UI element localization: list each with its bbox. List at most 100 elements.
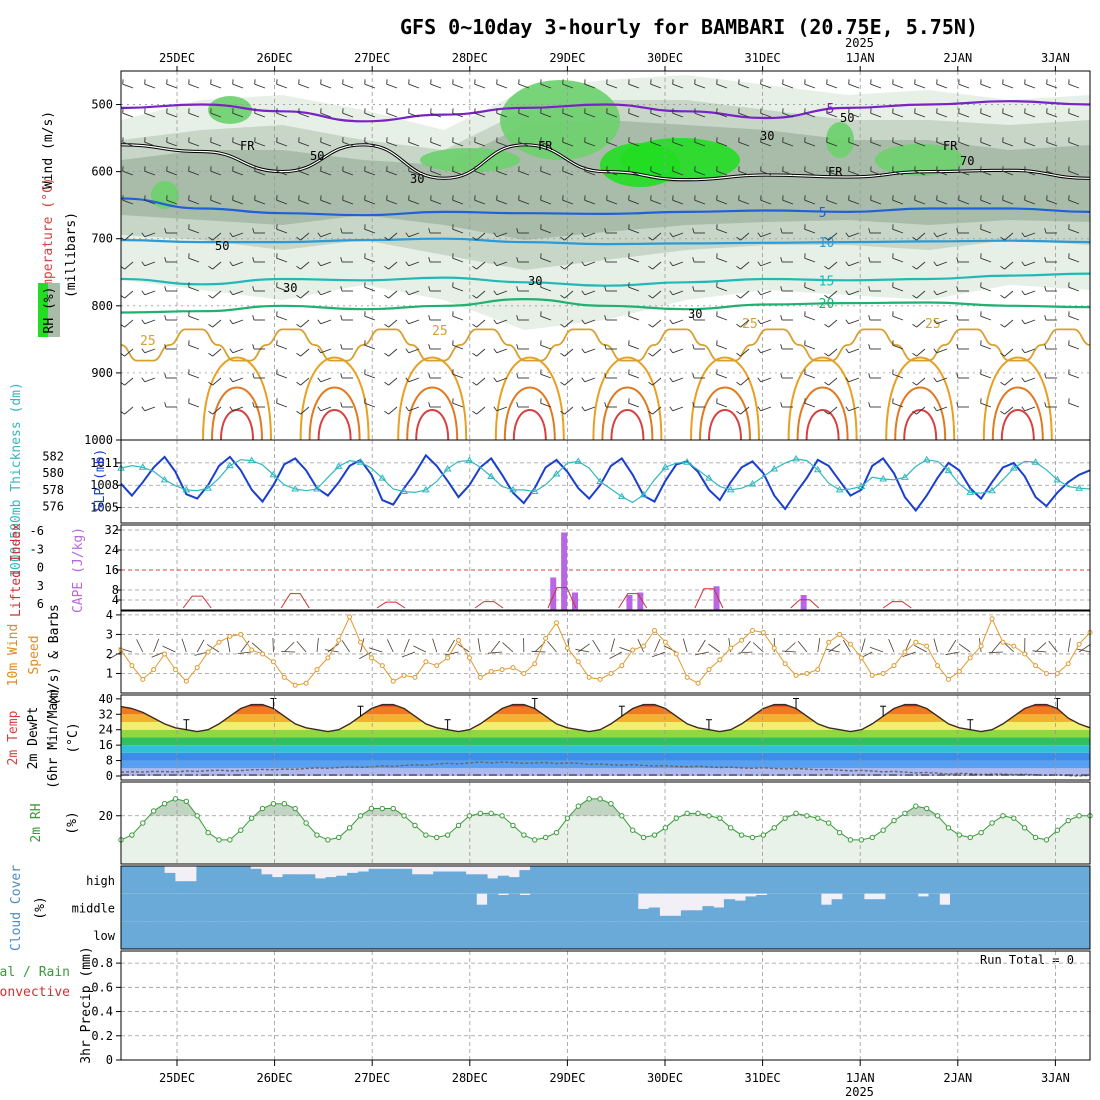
wind-barb (388, 290, 398, 299)
wind-barb (828, 406, 838, 415)
wind-barb (540, 112, 552, 118)
wind-barb-10m (654, 638, 661, 653)
wind-barb (388, 377, 398, 386)
wind-barb-feather (516, 257, 519, 263)
wind-speed-point (390, 678, 396, 684)
cloud-bar-low (239, 921, 251, 949)
wind-barb (870, 170, 882, 176)
wind-barb-10m (240, 640, 250, 653)
wind-barb (320, 170, 332, 176)
cloud-bar-middle (390, 893, 402, 922)
wind-barb-feather (252, 315, 255, 321)
wind-barb (452, 315, 464, 321)
li-bump-2 (376, 601, 406, 609)
rh-2m-point (161, 801, 168, 807)
wind-barb (916, 319, 926, 328)
wind-speed-point (608, 670, 614, 676)
ylabel-temp2m-1: 2m Temp (6, 710, 21, 765)
isotherm-label-t25-b: 25 (432, 324, 448, 339)
wind-speed-point (847, 641, 853, 647)
wind-speed-point (543, 635, 549, 641)
wind-barb-feather (405, 348, 410, 354)
cloud-bar-middle (379, 893, 391, 922)
wind-barb (760, 141, 772, 147)
wind-barb (476, 232, 486, 241)
cloud-bar-high (648, 866, 660, 894)
wind-barb-10m (488, 651, 503, 654)
wind-speed-point (684, 674, 690, 680)
cloud-bar-middle (993, 893, 1005, 922)
wind-barb-feather (845, 290, 850, 296)
rh-2m-point (760, 832, 767, 838)
wind-speed-point (597, 676, 603, 682)
wind-barb-feather (1000, 352, 1005, 357)
wind-barb-feather (340, 315, 343, 321)
wind-barb (212, 261, 222, 270)
wind-barb-feather (912, 410, 917, 415)
wind-barb (848, 348, 860, 354)
wind-barb (652, 406, 662, 415)
wind-barb-feather (824, 410, 829, 415)
wind-barb (628, 199, 640, 205)
wind-barb (892, 373, 904, 379)
wind-barb (188, 228, 200, 234)
wind-barb-feather (141, 377, 146, 383)
cloud-bar-middle (239, 893, 251, 922)
cloud-bar-low (164, 921, 176, 949)
wind-barb-feather (317, 232, 322, 238)
wind-barb-feather (956, 257, 959, 263)
wind-barb-feather (912, 265, 917, 270)
wind-speed-point (662, 639, 668, 645)
wind-barb-10m (784, 642, 796, 653)
wind-barb (1068, 402, 1080, 408)
wind-barb (760, 232, 772, 238)
cloud-bar-low (810, 921, 822, 949)
wind-barb-feather (229, 406, 234, 412)
cloud-bar-low (960, 921, 973, 949)
wind-barb-feather (340, 228, 343, 234)
wind-barb (124, 348, 134, 357)
wind-speed-point (956, 669, 962, 675)
wind-barb-feather (736, 294, 741, 299)
rh-2m-point (270, 801, 277, 807)
chart-title: GFS 0~10day 3-hourly for BAMBARI (20.75E… (400, 15, 978, 39)
wind-barb-10m (477, 638, 481, 653)
cloud-bar-middle (971, 893, 983, 922)
wind-barb-feather (757, 348, 762, 354)
cloud-bar-middle (551, 893, 563, 922)
wind-barb (144, 377, 156, 383)
li-cape-panel: -6 -3 0 3 6 48 16 24 32 (30, 523, 1090, 611)
cloud-bar-high (627, 866, 639, 894)
date-bottom-25DEC: 25DEC (159, 1071, 195, 1085)
wind-speed-point (1022, 651, 1028, 657)
cloud-bar-high (379, 868, 391, 894)
wind-ytick-2: 2 (106, 647, 113, 661)
rh-2m-point (956, 832, 963, 838)
rh-2m-point (1032, 834, 1039, 841)
wind-barb (386, 170, 398, 176)
cloud-bar-low (325, 921, 337, 949)
wind-barb-10m (575, 648, 590, 653)
wind-barb (188, 373, 200, 379)
wind-speed-point (368, 655, 374, 661)
cloud-bar-low (788, 921, 800, 949)
cloud-bar-low (691, 921, 703, 949)
cloud-bar-high (400, 868, 413, 894)
wind-barb-feather (956, 373, 959, 379)
wind-barb (276, 141, 288, 147)
cloud-bar-high (982, 866, 994, 894)
warm-contour-loop-2-2 (415, 409, 450, 441)
warm-contour-loop-6-1 (796, 386, 849, 441)
cloud-bar-middle (368, 893, 380, 922)
isotherm-t25 (120, 328, 1091, 362)
cloud-bar-high (616, 866, 628, 894)
thickness-point (857, 482, 866, 490)
thickness-ytick-580: 580 (42, 466, 64, 480)
thickness-point (770, 464, 779, 472)
wind-speed-point (673, 651, 679, 657)
temp-2m-line (120, 703, 1091, 733)
wind-barb (452, 344, 464, 350)
wind-barb (716, 402, 728, 408)
cloud-bar-middle (142, 893, 154, 922)
wind-speed-point (1065, 661, 1071, 667)
